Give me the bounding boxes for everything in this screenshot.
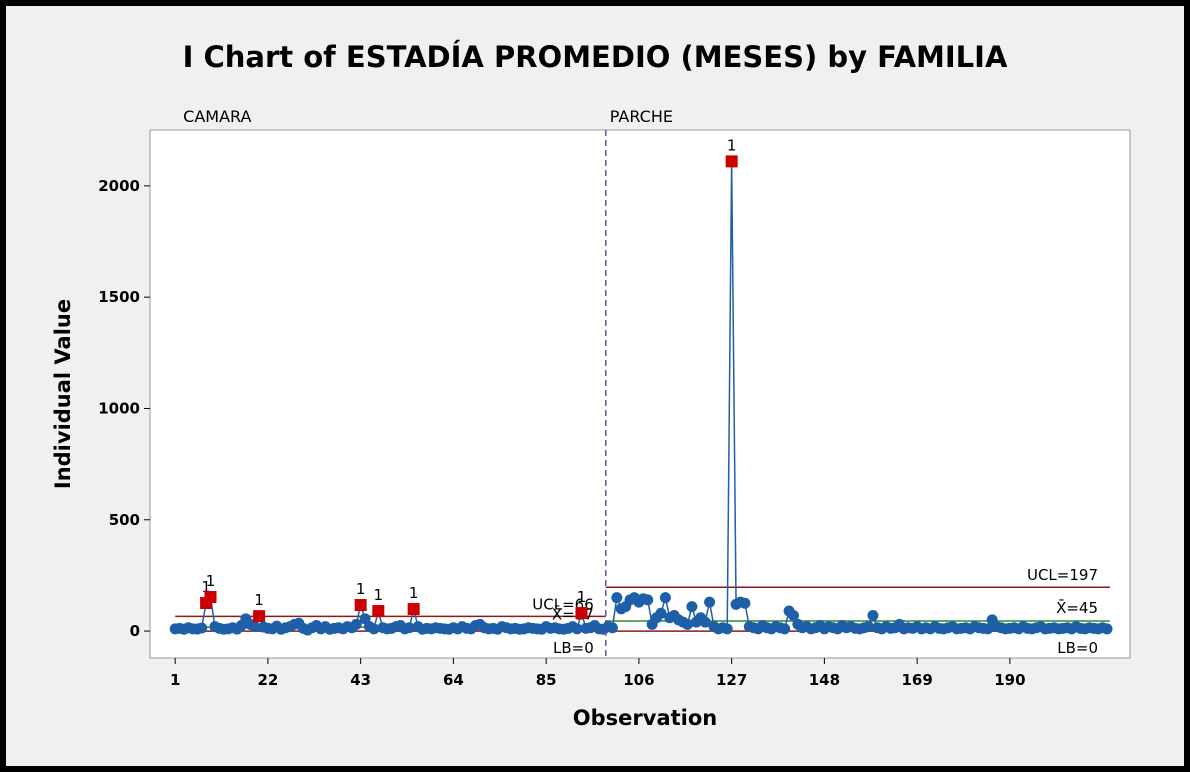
flagged-point: [253, 610, 266, 623]
x-tick-label: 169: [901, 671, 932, 689]
x-tick-label: 64: [443, 671, 464, 689]
x-tick-label: 43: [350, 671, 371, 689]
data-point: [642, 594, 654, 606]
flag-label: 1: [201, 578, 211, 596]
data-point: [787, 609, 799, 621]
data-point: [686, 601, 698, 613]
flagged-point: [725, 155, 738, 168]
data-point: [982, 623, 994, 635]
flagged-point: [354, 599, 367, 612]
data-point: [721, 623, 733, 635]
flag-label: 1: [206, 572, 216, 590]
x-tick-label: 22: [257, 671, 278, 689]
data-point: [655, 607, 667, 619]
mean-label: X̄=45: [1056, 598, 1098, 617]
data-point: [368, 623, 380, 635]
plot-area: [149, 129, 1131, 659]
data-point: [863, 621, 875, 633]
x-axis-label: Observation: [573, 706, 717, 730]
lb-label: LB=0: [553, 639, 594, 657]
x-tick-label: 148: [809, 671, 840, 689]
flag-label: 1: [374, 586, 384, 604]
flag-label: 1: [254, 591, 264, 609]
stage-label: PARCHE: [610, 107, 673, 126]
flagged-point: [372, 605, 385, 618]
data-point: [704, 596, 716, 608]
data-point: [403, 622, 415, 634]
flagged-point: [575, 607, 588, 620]
y-tick-label: 1000: [98, 399, 140, 417]
data-point: [779, 623, 791, 635]
flagged-point: [204, 591, 217, 604]
flag-label: 1: [409, 584, 419, 602]
data-point: [196, 622, 208, 634]
x-tick-label: 106: [623, 671, 654, 689]
data-point: [867, 609, 879, 621]
data-point: [350, 618, 362, 630]
y-axis-label: Individual Value: [51, 299, 75, 489]
x-tick-label: 1: [170, 671, 180, 689]
x-tick-label: 85: [536, 671, 557, 689]
x-tick-label: 127: [716, 671, 747, 689]
data-point: [249, 621, 261, 633]
x-tick-label: 190: [994, 671, 1025, 689]
data-point: [739, 597, 751, 609]
data-point: [571, 623, 583, 635]
y-tick-label: 0: [130, 622, 140, 640]
y-tick-label: 1500: [98, 288, 140, 306]
lb-label: LB=0: [1057, 639, 1098, 657]
data-point: [699, 616, 711, 628]
flag-label: 1: [356, 580, 366, 598]
data-point: [681, 618, 693, 630]
y-tick-label: 500: [109, 511, 140, 529]
flagged-point: [407, 603, 420, 616]
data-point: [606, 622, 618, 634]
flag-label: 1: [577, 588, 587, 606]
flag-label: 1: [727, 136, 737, 154]
data-point: [1101, 623, 1113, 635]
data-point: [611, 592, 623, 604]
y-tick-label: 2000: [98, 177, 140, 195]
data-point: [659, 592, 671, 604]
ucl-label: UCL=197: [1027, 566, 1098, 584]
chart-title: I Chart of ESTADÍA PROMEDIO (MESES) by F…: [183, 40, 1008, 74]
stage-label: CAMARA: [183, 107, 251, 126]
